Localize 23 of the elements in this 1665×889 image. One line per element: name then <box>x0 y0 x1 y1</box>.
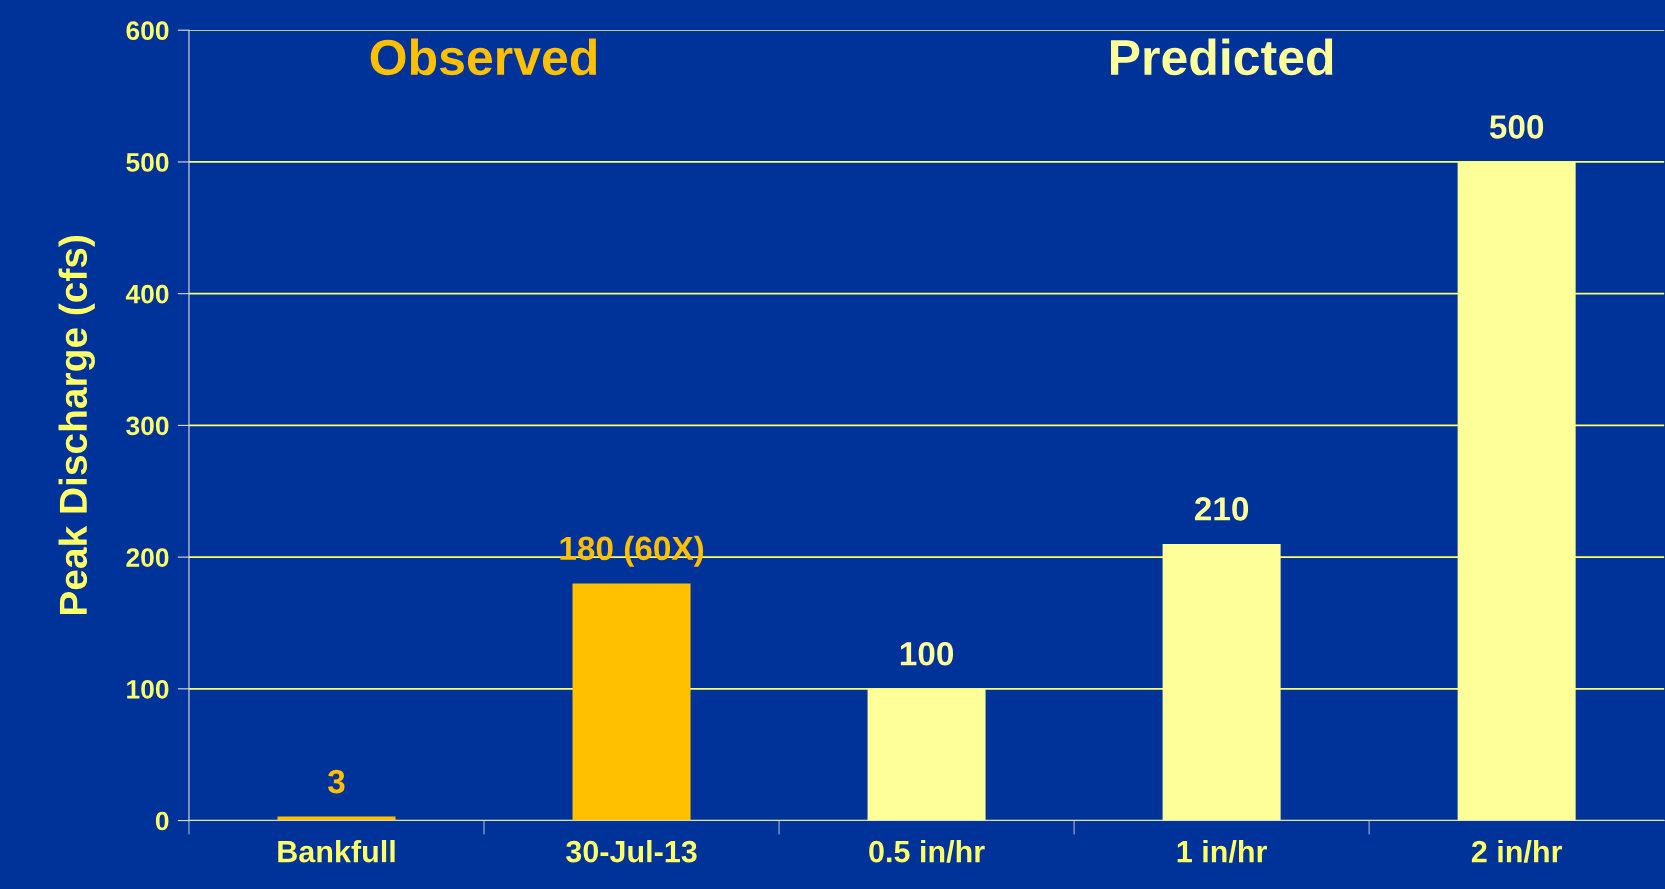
bar <box>1162 543 1281 821</box>
annotation: Observed <box>370 38 597 76</box>
bar <box>1457 161 1576 821</box>
x-tick-label: 30-Jul-13 <box>566 839 697 863</box>
bar <box>867 688 986 821</box>
x-tick-label: 0.5 in/hr <box>869 839 985 863</box>
y-axis-title: Peak Discharge (cfs) <box>58 236 95 615</box>
data-label: 3 <box>327 769 345 794</box>
y-tick-label: 100 <box>127 679 169 699</box>
x-tick-label: 1 in/hr <box>1177 839 1267 863</box>
y-tick-label: 0 <box>155 811 169 831</box>
data-label: 100 <box>900 641 954 666</box>
y-tick-label: 600 <box>126 21 169 41</box>
annotation: Predicted <box>1111 38 1333 76</box>
y-tick-label: 200 <box>126 548 169 567</box>
x-tick-label: 2 in/hr <box>1471 839 1563 863</box>
bar <box>572 583 691 821</box>
y-tick-label: 500 <box>126 153 169 172</box>
data-label: 210 <box>1194 497 1249 521</box>
y-tick-label: 300 <box>126 416 169 436</box>
x-tick-label: Bankfull <box>278 839 395 863</box>
y-tick-label: 400 <box>125 284 169 304</box>
data-label: 500 <box>1489 115 1544 139</box>
